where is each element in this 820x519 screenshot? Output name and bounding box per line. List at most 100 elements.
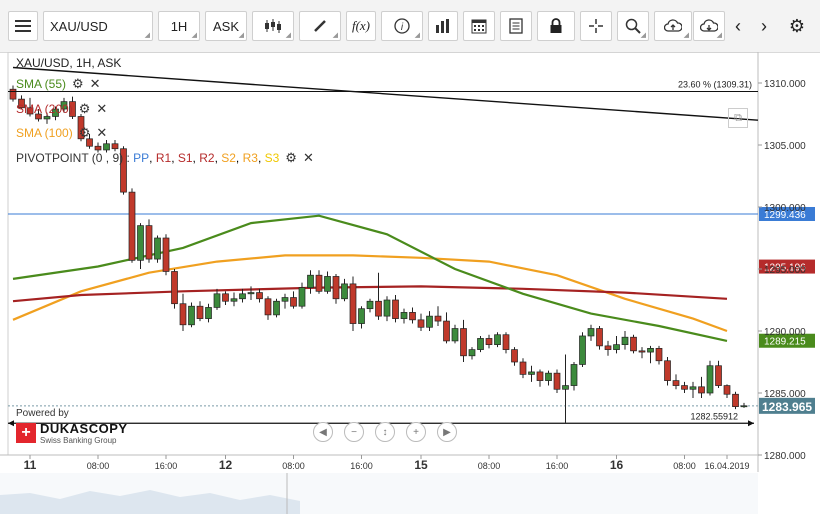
current-price-label: 1283.965 <box>762 400 812 414</box>
y-tick-label: 1290.000 <box>764 327 806 338</box>
candle-body <box>664 360 671 381</box>
candle-body <box>35 113 42 120</box>
download-icon[interactable]: ◢ <box>693 11 725 41</box>
y-tick-label: 1300.000 <box>764 203 806 214</box>
gear-icon[interactable]: ⚙ <box>78 101 91 116</box>
low-line-label: 1282.55912 <box>690 411 738 421</box>
legend-sma200[interactable]: SMA (200) ⚙ ✕ <box>16 101 108 117</box>
candle-body <box>256 292 263 300</box>
low-line-arrow-right <box>748 420 754 427</box>
close-icon[interactable]: ✕ <box>96 125 108 140</box>
zoom-in-icon[interactable]: + <box>406 422 426 442</box>
bar-chart-icon[interactable] <box>428 11 458 41</box>
candle-body <box>511 349 518 363</box>
candle-body <box>239 293 246 300</box>
settings-gear-icon[interactable]: ⚙ <box>788 15 806 36</box>
candle-body <box>366 300 374 310</box>
price-label: 1299.436 <box>764 210 806 221</box>
navigator-series <box>0 490 300 514</box>
candle-body <box>409 312 416 321</box>
zoom-reset-icon[interactable]: ↕ <box>375 422 395 442</box>
side-label: ASK <box>212 18 239 34</box>
x-tick-label: 16:00 <box>350 461 373 471</box>
candle-body <box>681 385 688 390</box>
axes: 1310.000 1305.000 1300.000 1295.000 1290.000… <box>0 79 806 514</box>
legend-sma100[interactable]: SMA (100) ⚙ ✕ <box>16 125 108 141</box>
gear-icon[interactable]: ⚙ <box>285 150 297 165</box>
expand-chart-icon[interactable]: ⧉ <box>728 108 748 128</box>
candle-body <box>519 361 527 375</box>
gear-icon[interactable]: ⚙ <box>72 76 84 91</box>
candle-body <box>205 307 212 319</box>
info-icon[interactable]: i ◢ <box>381 11 423 41</box>
lock-icon[interactable] <box>537 11 575 41</box>
candle-body <box>349 283 357 324</box>
candle-body <box>111 143 119 150</box>
report-icon[interactable] <box>500 11 532 41</box>
candle-body <box>154 237 161 260</box>
candle-body <box>434 315 442 322</box>
fib-level-label: 23.60 % (1309.31) <box>678 80 752 90</box>
candle-body <box>145 225 153 260</box>
x-tick-label: 08:00 <box>87 461 110 471</box>
close-icon[interactable]: ✕ <box>302 150 314 165</box>
pivot-r1: R1 <box>155 151 172 165</box>
x-tick-label: 15 <box>414 458 428 472</box>
candle-body <box>120 148 127 193</box>
candle-type-icon[interactable]: ◢ <box>252 11 294 41</box>
chart-area[interactable]: 1299.436 1295.196 1289.215 1283.965 23.60 %… <box>0 51 820 514</box>
legend-sma100-label: SMA (100) <box>16 126 73 140</box>
hamburger-menu-icon[interactable] <box>8 11 38 41</box>
candle-body <box>94 145 102 151</box>
scroll-left-icon[interactable]: ◀ <box>313 422 333 442</box>
calendar-icon[interactable] <box>463 11 495 41</box>
candle-body <box>579 335 586 365</box>
candle-body <box>545 372 552 381</box>
instrument-label: XAU/USD <box>50 18 108 34</box>
zoom-out-icon[interactable]: − <box>344 422 364 442</box>
candle-body <box>86 138 93 147</box>
powered-by-text: Powered by <box>16 408 69 419</box>
x-tick-label: 16.04.2019 <box>704 461 749 471</box>
draw-pen-icon[interactable]: ◢ <box>299 11 341 41</box>
upload-icon[interactable]: ◢ <box>654 11 692 41</box>
candle-body <box>417 319 425 328</box>
function-icon[interactable]: f(x) <box>346 11 376 41</box>
info-glyph: i <box>401 22 404 33</box>
crosshair-icon[interactable] <box>580 11 612 41</box>
x-tick-label: 12 <box>219 458 233 472</box>
candle-body <box>9 88 17 100</box>
candle-body <box>273 300 280 316</box>
candle-body <box>332 276 340 300</box>
legend-sma55[interactable]: SMA (55) ⚙ ✕ <box>16 76 101 92</box>
chevron-right-icon[interactable]: › <box>761 15 767 36</box>
candle-body <box>307 274 314 288</box>
brand-tagline: Swiss Banking Group <box>40 436 117 445</box>
candle-body <box>281 297 289 302</box>
gear-icon[interactable]: ⚙ <box>78 125 91 140</box>
trend-drawings[interactable]: 23.60 % (1309.31) 1282.55912 <box>8 66 759 427</box>
candle-body <box>171 271 178 305</box>
close-icon[interactable]: ✕ <box>96 101 108 116</box>
candle-body <box>698 386 705 394</box>
instrument-selector[interactable]: XAU/USD ◢ <box>43 11 153 41</box>
candle-body <box>392 299 399 319</box>
candle-body <box>264 298 272 316</box>
candle-body <box>52 108 59 117</box>
chevron-left-icon[interactable]: ‹ <box>735 15 741 36</box>
candle-body <box>290 297 297 307</box>
side-selector[interactable]: ASK ◢ <box>205 11 247 41</box>
scroll-right-icon[interactable]: ▶ <box>437 422 457 442</box>
horizontal-levels: 1299.436 1295.196 1289.215 1283.965 <box>8 206 815 414</box>
legend-pivotpoint[interactable]: PIVOTPOINT (0 , 9) : PP, R1, S1, R2, S2,… <box>16 150 314 166</box>
period-selector[interactable]: 1H ◢ <box>158 11 200 41</box>
candle-body <box>400 312 408 319</box>
candle-body <box>426 315 433 328</box>
x-tick-label: 16 <box>610 458 624 472</box>
candle-body <box>230 298 238 302</box>
candle-body <box>502 334 510 350</box>
candle-body <box>324 276 331 292</box>
close-icon[interactable]: ✕ <box>89 76 101 91</box>
price-chart[interactable]: 1299.436 1295.196 1289.215 1283.965 23.60 %… <box>0 51 820 514</box>
zoom-icon[interactable]: ◢ <box>617 11 649 41</box>
